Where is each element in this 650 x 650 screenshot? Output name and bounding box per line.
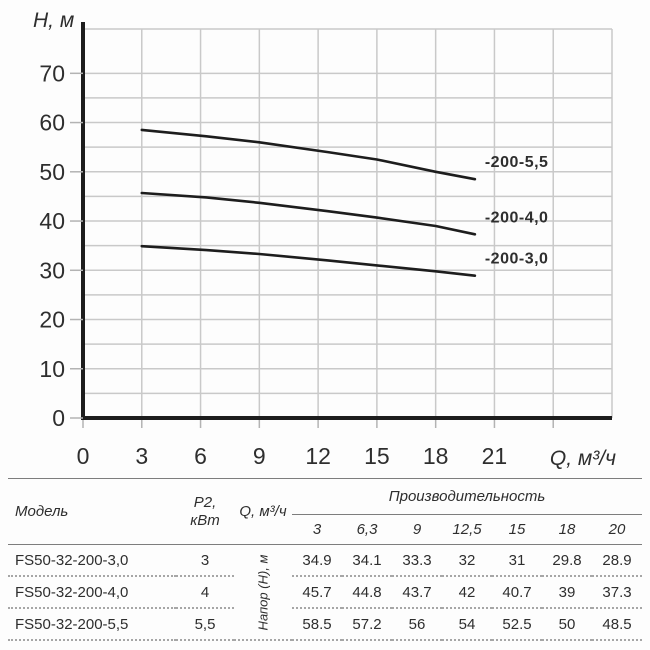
pump-data-table: Модель P2, кВт Q, м³/ч Производительность… (8, 478, 642, 641)
tick-labels: 0 3 6 9 12 15 18 21 0 10 20 30 40 50 60 70 (39, 60, 507, 469)
y-tick-label: 0 (52, 405, 65, 431)
sub-header: 18 (542, 515, 592, 545)
x-tick-label: 21 (482, 443, 508, 469)
sub-header: 9 (392, 515, 442, 545)
table-value: 34.1 (342, 545, 392, 577)
x-tick-label: 6 (194, 443, 207, 469)
x-tick-label: 9 (253, 443, 266, 469)
table-value: 56 (392, 609, 442, 641)
table-value: 37.3 (592, 577, 642, 609)
table-value: 31 (492, 545, 542, 577)
y-tick-label: 60 (39, 110, 65, 136)
table-value: 57.2 (342, 609, 392, 641)
table-value: 58.5 (292, 609, 342, 641)
table-value: 32 (442, 545, 492, 577)
pump-curve (140, 244, 477, 277)
sub-header: 20 (592, 515, 642, 545)
y-tick-label: 40 (39, 208, 65, 234)
x-tick-label: 12 (305, 443, 331, 469)
y-tick-label: 20 (39, 307, 65, 333)
y-tick-label: 30 (39, 257, 65, 283)
table-value: 40.7 (492, 577, 542, 609)
table-row-p2: 5,5 (176, 609, 234, 641)
pump-curve (140, 128, 477, 181)
table-value: 54 (442, 609, 492, 641)
rotated-head-label: Напор (H), м (234, 545, 292, 641)
table-value: 28.9 (592, 545, 642, 577)
table-value: 42 (442, 577, 492, 609)
table-row-model: FS50-32-200-5,5 (8, 609, 176, 641)
table-value: 34.9 (292, 545, 342, 577)
table-value: 48.5 (592, 609, 642, 641)
curves: -200-5,5 -200-4,0 -200-3,0 (140, 128, 549, 277)
col-header-model: Модель (8, 479, 176, 545)
y-axis-title: H, м (33, 9, 74, 32)
chart-area: 0 3 6 9 12 15 18 21 0 10 20 30 40 50 60 70 -200-5,5 -200… (33, 9, 616, 470)
sub-header: 3 (292, 515, 342, 545)
table-row-p2: 4 (176, 577, 234, 609)
x-axis-title: Q, м³/ч (550, 447, 616, 470)
y-tick-label: 70 (39, 60, 65, 86)
table-value: 45.7 (292, 577, 342, 609)
x-tick-label: 15 (364, 443, 390, 469)
curve-label: -200-4,0 (485, 209, 549, 226)
table-row-model: FS50-32-200-4,0 (8, 577, 176, 609)
y-tick-label: 50 (39, 159, 65, 185)
table-row-p2: 3 (176, 545, 234, 577)
tick-marks (70, 72, 554, 428)
curve-label: -200-5,5 (485, 154, 549, 171)
y-tick-label: 10 (39, 356, 65, 382)
table-value: 39 (542, 577, 592, 609)
col-header-q: Q, м³/ч (234, 479, 292, 545)
x-tick-label: 0 (77, 443, 90, 469)
col-header-p2-text: P2, кВт (190, 494, 220, 529)
col-header-group: Производительность (292, 479, 642, 515)
table-row-model: FS50-32-200-3,0 (8, 545, 176, 577)
sub-header: 12,5 (442, 515, 492, 545)
x-tick-label: 18 (423, 443, 449, 469)
sub-header: 6,3 (342, 515, 392, 545)
x-tick-label: 3 (135, 443, 148, 469)
grid-lines (83, 28, 613, 418)
col-header-p2: P2, кВт (176, 479, 234, 545)
table-value: 29.8 (542, 545, 592, 577)
sub-header: 15 (492, 515, 542, 545)
table-value: 44.8 (342, 577, 392, 609)
table-value: 52.5 (492, 609, 542, 641)
table-value: 33.3 (392, 545, 442, 577)
curve-label: -200-3,0 (485, 251, 549, 268)
pump-curve (140, 191, 477, 236)
table-value: 43.7 (392, 577, 442, 609)
table-value: 50 (542, 609, 592, 641)
